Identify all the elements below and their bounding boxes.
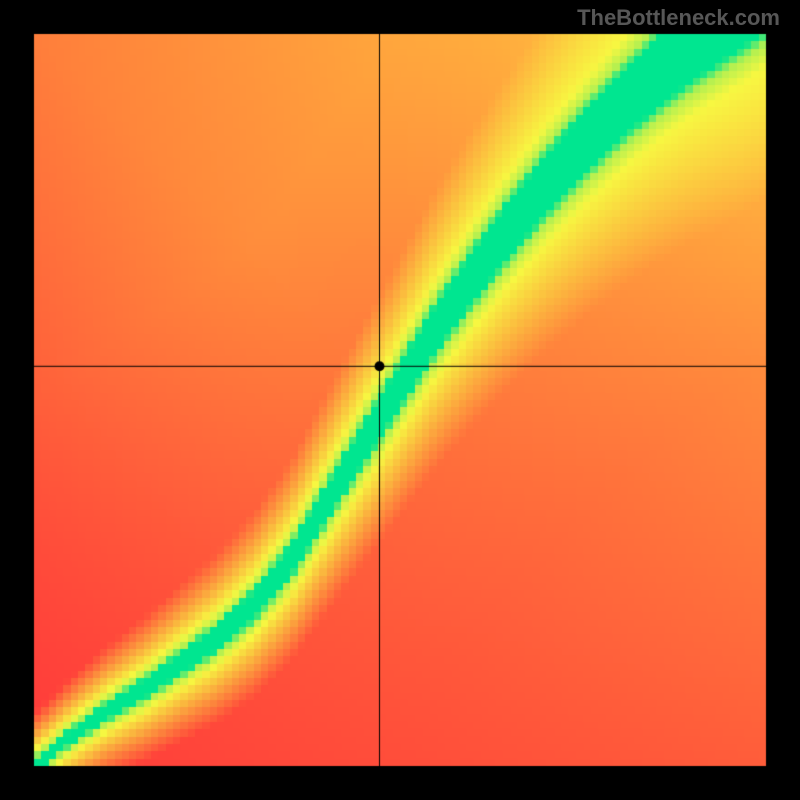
watermark-text: TheBottleneck.com (577, 5, 780, 31)
bottleneck-heatmap (0, 0, 800, 800)
